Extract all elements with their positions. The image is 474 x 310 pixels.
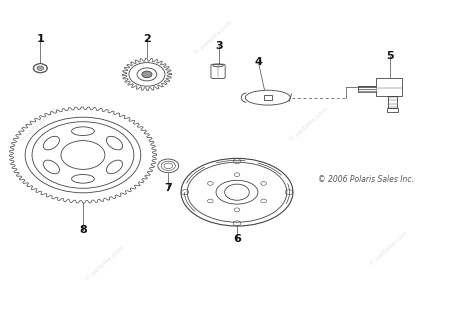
Text: © partzilla.com: © partzilla.com bbox=[288, 105, 328, 143]
Text: 5: 5 bbox=[386, 51, 393, 61]
Text: 2: 2 bbox=[143, 34, 151, 44]
Text: 6: 6 bbox=[233, 234, 241, 244]
Text: 8: 8 bbox=[79, 225, 87, 235]
Text: 1: 1 bbox=[36, 34, 44, 44]
Text: © 2006 Polaris Sales Inc.: © 2006 Polaris Sales Inc. bbox=[318, 175, 414, 184]
Circle shape bbox=[37, 66, 44, 70]
Text: © partzilla.com: © partzilla.com bbox=[193, 19, 233, 56]
Text: 3: 3 bbox=[215, 41, 223, 51]
Circle shape bbox=[142, 71, 152, 78]
Text: © partzilla.com: © partzilla.com bbox=[369, 229, 409, 267]
Text: 4: 4 bbox=[255, 57, 262, 67]
Text: 7: 7 bbox=[164, 184, 172, 193]
Text: © partzilla.com: © partzilla.com bbox=[84, 245, 124, 282]
Text: © partzilla.com: © partzilla.com bbox=[18, 105, 58, 143]
